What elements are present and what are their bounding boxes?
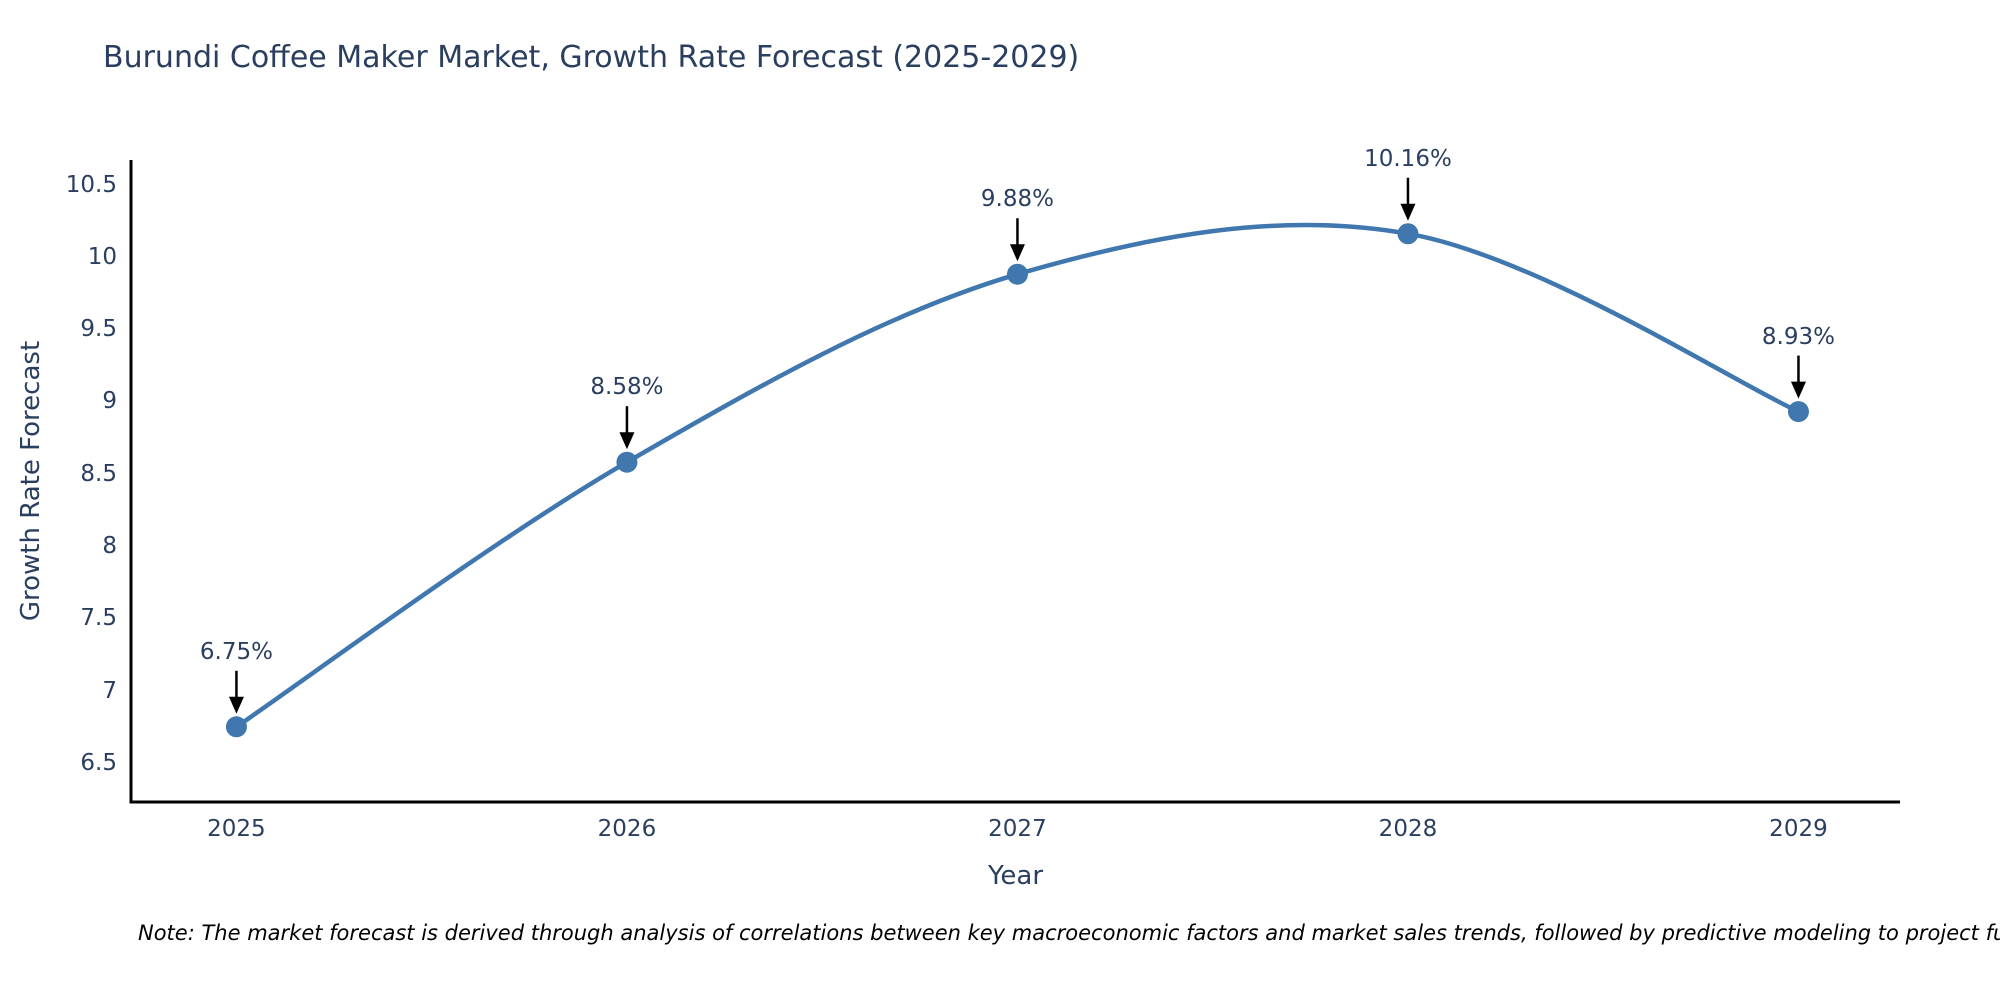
x-tick-label: 2026 [597,816,657,842]
y-tick-label: 10 [87,243,117,270]
x-tick-label: 2027 [988,816,1047,842]
data-point-marker [616,451,638,473]
y-tick-label: 6.5 [80,749,117,776]
y-tick-label: 8 [102,533,117,560]
x-tick-label: 2028 [1378,816,1438,842]
point-value-label: 10.16% [1364,145,1452,172]
y-tick-label: 10.5 [65,171,117,198]
y-axis-title: Growth Rate Forecast [16,340,46,622]
annotation-arrow-head [1790,381,1806,399]
x-tick-label: 2029 [1769,816,1828,842]
point-value-label: 8.93% [1761,323,1835,350]
annotation-arrow-head [1009,244,1025,262]
point-value-label: 9.88% [980,186,1054,213]
y-tick-label: 9 [102,388,117,415]
data-point-marker [1397,223,1419,245]
footnote: Note: The market forecast is derived thr… [138,921,2000,945]
y-tick-label: 8.5 [80,460,117,487]
point-value-label: 8.58% [590,374,664,401]
data-point-marker [1787,401,1809,423]
forecast-line [234,222,1801,730]
chart-title: Burundi Coffee Maker Market, Growth Rate… [103,40,1080,75]
data-point-marker [1006,263,1028,285]
y-tick-label: 7.5 [80,605,117,632]
data-point-marker [225,716,247,738]
annotation-arrow-head [619,432,635,450]
annotation-arrow-head [1400,203,1416,221]
x-tick-label: 2025 [207,816,266,842]
x-axis-title: Year [987,861,1044,891]
point-value-label: 6.75% [199,638,273,665]
annotation-arrow-head [228,696,244,714]
y-tick-label: 9.5 [80,316,117,343]
y-tick-label: 7 [102,677,117,704]
